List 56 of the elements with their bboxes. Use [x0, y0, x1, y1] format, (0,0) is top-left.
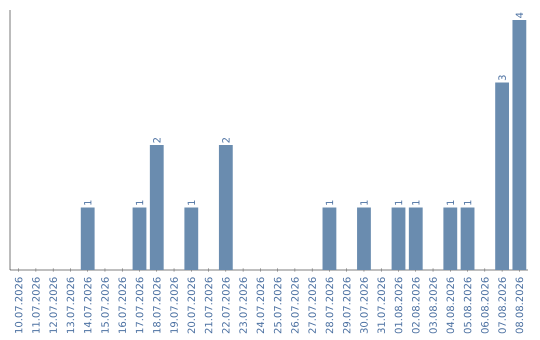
data-label: 1	[136, 200, 144, 205]
x-tick-label: 21.07.2026	[204, 277, 212, 334]
data-label: 1	[394, 200, 402, 205]
x-tick-label: 05.08.2026	[464, 277, 472, 334]
bar	[495, 82, 510, 270]
bar	[392, 207, 406, 270]
x-tick-label: 31.07.2026	[377, 277, 386, 334]
x-tick-label: 02.08.2026	[412, 277, 420, 334]
data-label: 1	[188, 200, 195, 205]
x-tick-label: 19.07.2026	[170, 277, 178, 333]
x-tick-label: 26.07.2026	[291, 277, 299, 334]
x-tick-label: 29.07.2026	[342, 277, 350, 334]
x-tick-label: 01.08.2026	[394, 277, 402, 334]
x-tick-label: 11.07.2026	[32, 277, 40, 333]
bar	[150, 145, 164, 270]
data-label: 1	[326, 200, 334, 205]
data-label: 4	[516, 12, 524, 18]
x-tick-label: 28.07.2026	[326, 277, 334, 334]
bar	[460, 207, 474, 270]
x-tick-label: 07.08.2026	[498, 277, 506, 334]
x-tick-label: 16.07.2026	[118, 277, 126, 333]
bar	[184, 207, 198, 270]
x-tick-label: 04.08.2026	[446, 277, 454, 334]
bar	[218, 145, 233, 270]
x-tick-label: 25.07.2026	[274, 277, 282, 334]
bar	[408, 207, 423, 270]
data-label: 1	[412, 200, 420, 205]
x-tick-label: 20.07.2026	[188, 277, 196, 334]
x-tick-label: 14.07.2026	[84, 277, 92, 333]
data-label: 2	[153, 138, 160, 143]
bar	[512, 20, 526, 270]
data-label: 3	[498, 75, 506, 80]
bar	[443, 207, 458, 270]
x-tick-label: 15.07.2026	[101, 277, 109, 333]
x-tick-label: 12.07.2026	[49, 277, 57, 333]
data-label: 2	[222, 138, 230, 143]
data-label: 1	[446, 200, 454, 205]
x-tick-label: 27.07.2026	[308, 277, 316, 334]
x-tick-label: 06.08.2026	[481, 277, 489, 334]
bar	[322, 207, 336, 270]
x-tick-label: 08.08.2026	[516, 277, 524, 334]
x-tick-label: 18.07.2026	[152, 277, 161, 333]
data-label: 1	[360, 200, 368, 205]
bar	[357, 207, 371, 270]
x-tick-label: 24.07.2026	[256, 277, 264, 334]
data-label: 1	[84, 200, 92, 205]
data-label: 1	[464, 200, 472, 205]
bar	[80, 207, 95, 270]
x-tick-label: 03.08.2026	[429, 277, 437, 334]
x-tick-label: 30.07.2026	[360, 277, 368, 334]
x-tick-label: 22.07.2026	[222, 277, 230, 334]
x-tick-label: 23.07.2026	[239, 277, 247, 334]
bar	[132, 207, 146, 270]
x-tick-label: 17.07.2026	[136, 277, 144, 333]
x-tick-label: 13.07.2026	[66, 277, 74, 333]
x-tick-label: 10.07.2026	[14, 277, 22, 333]
